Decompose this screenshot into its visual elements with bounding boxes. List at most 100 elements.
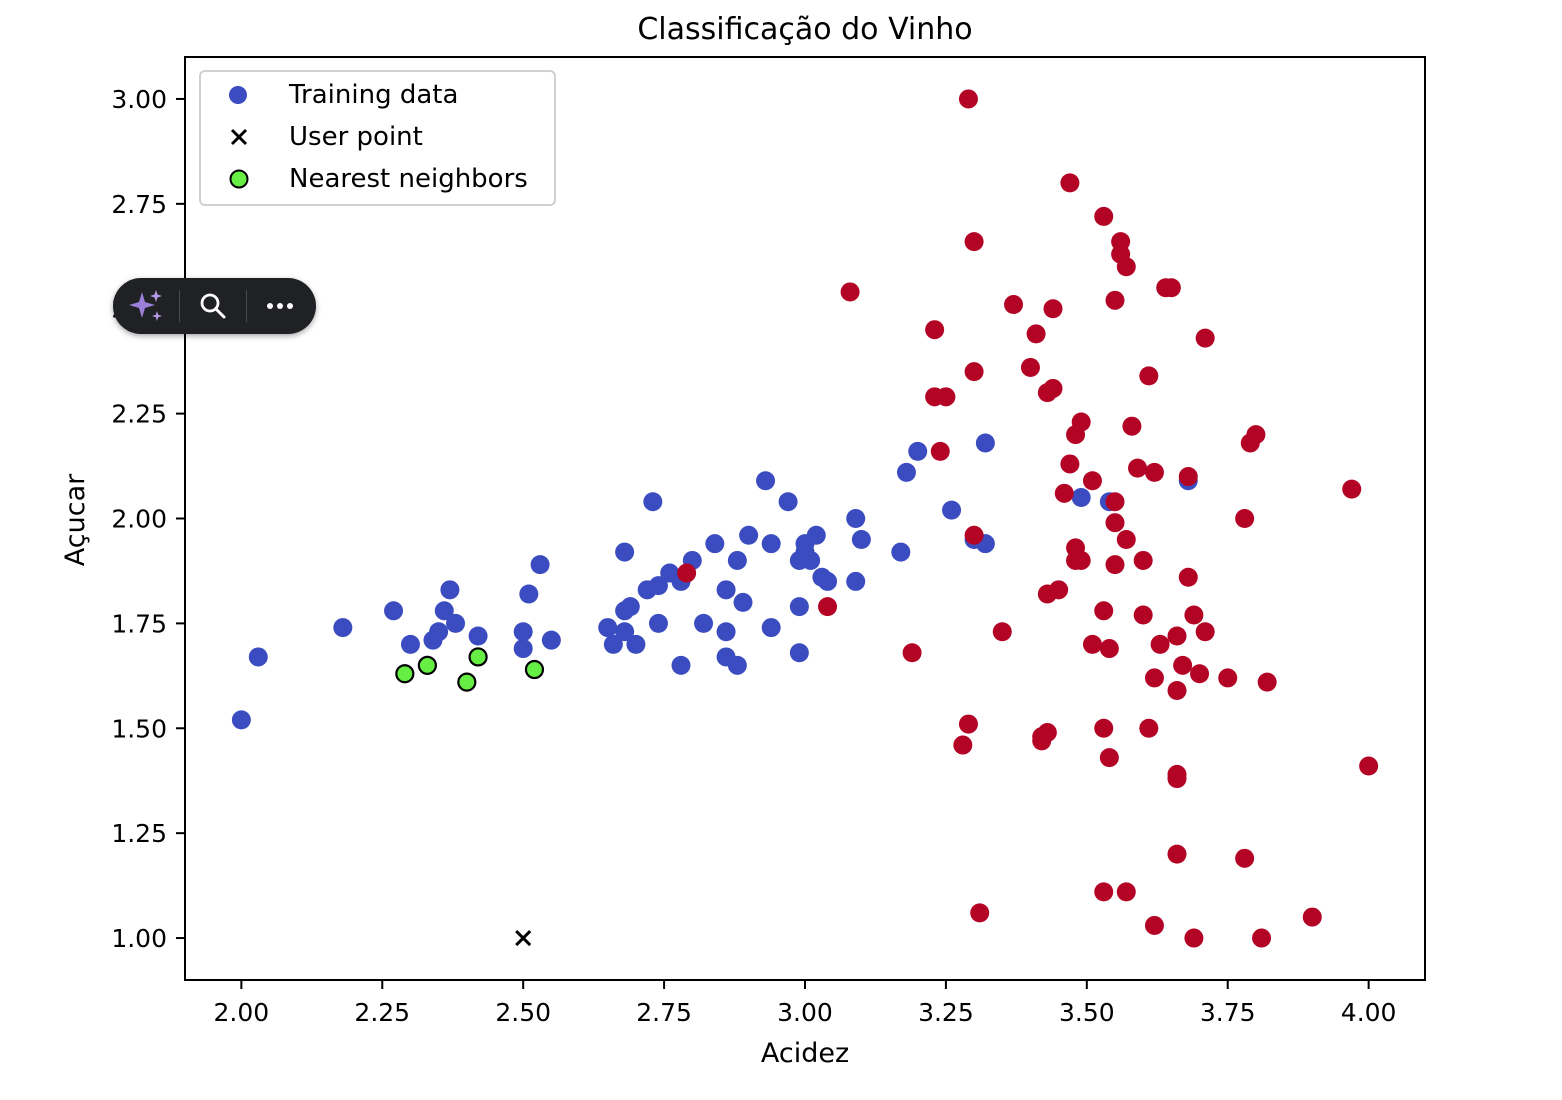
data-point-training [1082,634,1102,654]
data-point-training [603,634,623,654]
data-point-training [648,576,668,596]
data-point-training [615,622,635,642]
legend-label-user-point: User point [289,122,423,152]
data-point-training [1099,639,1119,659]
data-point-training [1235,509,1255,528]
data-point-training [1144,462,1164,482]
sparkle-ai-icon [129,290,162,321]
data-point-training [1020,357,1040,377]
data-point-training [902,643,922,663]
legend-marker-user-point [230,128,248,146]
toolbar-separator [246,290,247,322]
data-point-training [930,441,950,461]
data-point-training [1139,366,1159,386]
data-point-training [846,509,866,528]
data-point-training [851,529,871,549]
data-point-training [891,542,911,562]
data-point-training [513,639,533,659]
data-point-training [908,441,928,461]
data-point-training [789,643,809,663]
data-point-training [964,525,984,545]
data-point-training [1195,328,1215,348]
search-button[interactable] [180,278,246,334]
data-point-training [1195,622,1215,642]
data-point-training [1060,454,1080,474]
y-tick-label: 1.50 [111,714,167,743]
data-point-training [756,471,776,491]
data-point-training [1043,378,1063,398]
data-point-training [648,613,668,633]
data-point-training [519,584,539,604]
legend-marker-training [229,86,247,104]
data-point-training [818,571,838,591]
data-point-training [1167,769,1187,789]
data-point-training [806,525,826,545]
legend-label-training: Training data [288,80,458,110]
data-point-training [896,462,916,482]
data-point-training [400,634,420,654]
data-point-training [1178,467,1198,487]
data-point-training [840,282,860,302]
data-point-training [1116,882,1136,902]
data-point-training [1144,915,1164,935]
ai-sparkle-button[interactable] [113,278,179,334]
data-point-training [1184,605,1204,625]
data-point-training [1139,718,1159,738]
data-point-training [468,626,488,646]
data-point-training [846,571,866,591]
data-point-training [942,500,962,520]
data-point-training [789,597,809,617]
more-options-button[interactable] [247,278,313,334]
data-point-training [1150,634,1170,654]
data-point-training [1094,601,1114,621]
data-point-training [1246,425,1266,445]
search-icon [200,293,226,319]
data-point-training [643,492,663,512]
data-point-training [992,622,1012,642]
x-tick-label: 2.75 [636,998,692,1027]
data-point-training [513,622,533,642]
data-point-training [440,580,460,600]
data-point-training [1094,206,1114,226]
data-point-training [964,362,984,382]
data-point-training [1043,299,1063,319]
data-point-user [515,929,532,947]
x-tick-label: 3.50 [1059,998,1115,1027]
data-point-training [1099,748,1119,768]
data-point-training [716,622,736,642]
data-point-training [1178,567,1198,587]
data-point-training [671,655,691,675]
data-point-training [1105,555,1125,575]
data-point-training [970,903,990,923]
y-tick-label: 2.25 [111,400,167,429]
data-point-training [975,433,995,453]
data-point-training [761,618,781,638]
data-point-training [739,525,759,545]
data-point-training [1105,513,1125,533]
x-tick-label: 3.75 [1200,998,1256,1027]
data-point-training [1122,416,1142,436]
data-point-training [1071,550,1091,570]
data-point-training [1257,672,1277,692]
data-point-training [1184,928,1204,948]
data-point-training [1190,664,1210,684]
y-tick-label: 3.00 [111,85,167,114]
y-tick-label: 1.25 [111,819,167,848]
legend-marker-neighbors [229,169,249,189]
toolbar-separator [179,290,180,322]
data-point-training [1004,295,1024,315]
data-point-training [1342,479,1362,499]
data-point-neighbor [457,672,477,692]
data-point-training [964,232,984,252]
data-point-training [958,89,978,109]
data-point-training [248,647,268,667]
plot-frame [184,56,1426,981]
data-point-training [1133,605,1153,625]
data-point-training [1167,626,1187,646]
data-point-training [1144,668,1164,688]
data-point-training [716,580,736,600]
data-point-training [953,735,973,755]
more-options-icon [267,303,293,309]
data-point-training [801,550,821,570]
